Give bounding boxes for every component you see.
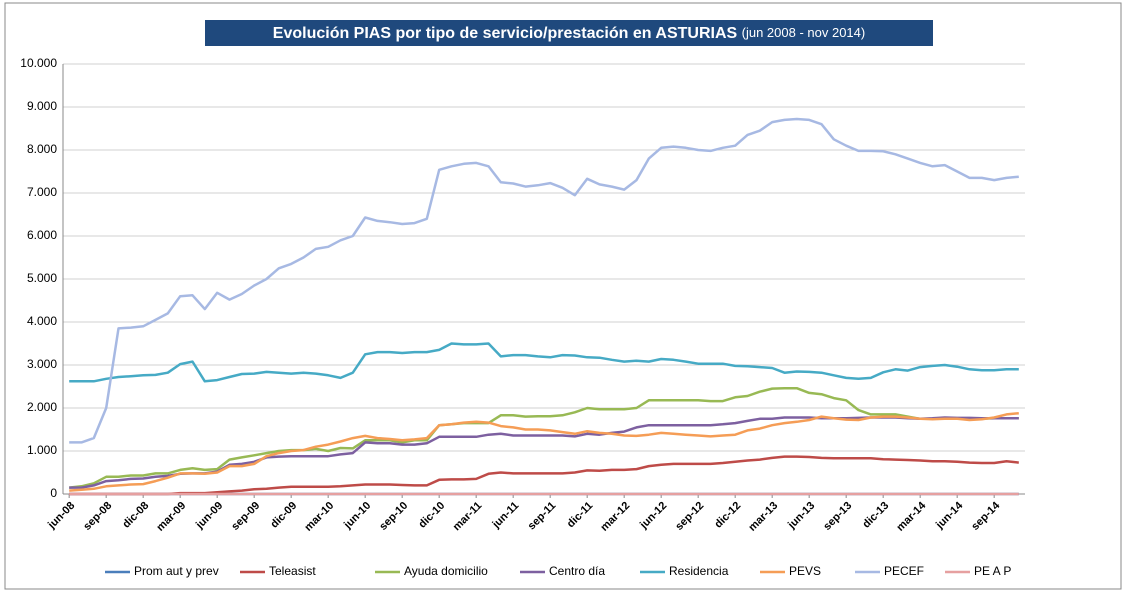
legend-label: Teleasist [269, 564, 316, 578]
series-line [69, 117, 1019, 444]
legend-label: PE A P [974, 564, 1011, 578]
series-line [69, 386, 1019, 489]
chart-subtitle: (jun 2008 - nov 2014) [742, 25, 866, 40]
y-tick-label: 5.000 [27, 271, 57, 285]
y-tick-label: 8.000 [27, 142, 57, 156]
y-tick-label: 10.000 [20, 56, 57, 70]
title-group: Evolución PIAS por tipo de servicio/pres… [273, 25, 865, 42]
y-tick-label: 6.000 [27, 228, 57, 242]
y-tick-label: 9.000 [27, 99, 57, 113]
y-tick-label: 7.000 [27, 185, 57, 199]
series-line [69, 455, 1019, 496]
series-line [69, 411, 1019, 492]
series-line [69, 342, 1019, 383]
y-tick-label: 0 [50, 486, 57, 500]
title-box [205, 20, 933, 46]
legend-label: Prom aut y prev [134, 564, 219, 578]
legend-label: Centro día [549, 564, 605, 578]
y-tick-label: 4.000 [27, 314, 57, 328]
legend-label: Ayuda domicilio [404, 564, 488, 578]
legend-label: Residencia [669, 564, 729, 578]
legend-label: PEVS [789, 564, 821, 578]
legend-label: PECEF [884, 564, 924, 578]
y-tick-label: 2.000 [27, 400, 57, 414]
chart-frame [4, 2, 1122, 590]
y-tick-label: 1.000 [27, 443, 57, 457]
chart-title: Evolución PIAS por tipo de servicio/pres… [273, 25, 738, 42]
y-tick-label: 3.000 [27, 357, 57, 371]
